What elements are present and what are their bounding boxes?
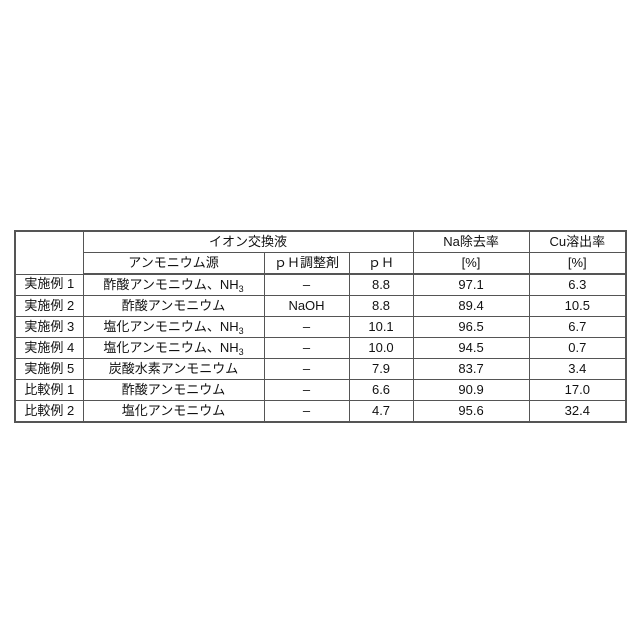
- row-label: 実施例 2: [14, 295, 84, 317]
- cell-ph: 8.8: [348, 295, 414, 317]
- cell-ph-adjuster: NaOH: [263, 295, 350, 317]
- cell-ph: 10.0: [348, 337, 414, 359]
- row-label: 実施例 4: [14, 337, 84, 359]
- cell-ammonium-source: 炭酸水素アンモニウム: [82, 358, 265, 380]
- cell-ph: 4.7: [348, 400, 414, 423]
- cell-na-removal: 89.4: [412, 295, 530, 317]
- ammonium-source-text: 塩化アンモニウム、NH: [103, 339, 239, 355]
- cell-ammonium-source: 塩化アンモニウム、NH3: [82, 316, 265, 338]
- ammonium-source-subscript: 3: [238, 346, 244, 357]
- cell-ph-adjuster: –: [263, 400, 350, 423]
- cell-ph: 8.8: [348, 273, 414, 296]
- ammonium-source-text: 炭酸水素アンモニウム: [108, 360, 239, 376]
- header-subcol-ammonium-source: アンモニウム源: [82, 252, 265, 275]
- row-label: 比較例 1: [14, 379, 84, 401]
- table-header-row-group: イオン交換液 Na除去率 Cu溶出率: [14, 230, 627, 275]
- cell-na-removal: 96.5: [412, 316, 530, 338]
- header-metric-na-removal-unit: [%]: [412, 252, 530, 275]
- cell-ammonium-source: 酢酸アンモニウム: [82, 379, 265, 401]
- row-label: 実施例 3: [14, 316, 84, 338]
- ammonium-source-subscript: 3: [238, 283, 244, 294]
- cell-cu-elution: 3.4: [528, 358, 627, 380]
- header-subcol-ph: ｐＨ: [348, 252, 414, 275]
- cell-na-removal: 83.7: [412, 358, 530, 380]
- table-row: 実施例 2 酢酸アンモニウム NaOH 8.8 89.4 10.5: [14, 295, 627, 317]
- cell-na-removal: 97.1: [412, 273, 530, 296]
- cell-cu-elution: 32.4: [528, 400, 627, 423]
- row-label: 比較例 2: [14, 400, 84, 423]
- row-label: 実施例 1: [14, 273, 84, 296]
- header-metric-na-removal-name: Na除去率: [412, 230, 530, 253]
- header-group-ion-exchange-solution: イオン交換液: [82, 230, 414, 253]
- cell-ammonium-source: 塩化アンモニウム、NH3: [82, 337, 265, 359]
- table-header-row-sub: アンモニウム源 ｐＨ調整剤 ｐＨ [%] [%]: [15, 252, 627, 275]
- table-row: 比較例 1 酢酸アンモニウム – 6.6 90.9 17.0: [14, 379, 627, 401]
- table-row: 実施例 3 塩化アンモニウム、NH3 – 10.1 96.5 6.7: [14, 316, 627, 338]
- cell-ph-adjuster: –: [263, 379, 350, 401]
- ammonium-source-text: 酢酸アンモニウム、NH: [103, 276, 239, 292]
- cell-ph-adjuster: –: [263, 316, 350, 338]
- cell-ph-adjuster: –: [263, 358, 350, 380]
- cell-cu-elution: 10.5: [528, 295, 627, 317]
- results-table: イオン交換液 Na除去率 Cu溶出率 アンモニウム源 ｐＨ調整剤 ｐＨ [%] …: [14, 230, 628, 423]
- header-metric-cu-elution-unit: [%]: [528, 252, 627, 275]
- cell-ammonium-source: 塩化アンモニウム: [82, 400, 265, 423]
- header-corner-cell: [14, 230, 84, 275]
- table-row: 比較例 2 塩化アンモニウム – 4.7 95.6 32.4: [14, 400, 627, 423]
- results-table-container: イオン交換液 Na除去率 Cu溶出率 アンモニウム源 ｐＨ調整剤 ｐＨ [%] …: [14, 230, 628, 423]
- cell-cu-elution: 17.0: [528, 379, 627, 401]
- cell-ammonium-source: 酢酸アンモニウム、NH3: [82, 273, 265, 296]
- cell-ph: 6.6: [348, 379, 414, 401]
- cell-ph-adjuster: –: [263, 273, 350, 296]
- cell-ph: 10.1: [348, 316, 414, 338]
- cell-ph: 7.9: [348, 358, 414, 380]
- ammonium-source-text: 酢酸アンモニウム: [121, 381, 226, 397]
- cell-na-removal: 90.9: [412, 379, 530, 401]
- table-row: 実施例 1 酢酸アンモニウム、NH3 – 8.8 97.1 6.3: [14, 273, 627, 296]
- header-subcol-ph-adjuster: ｐＨ調整剤: [263, 252, 350, 275]
- cell-cu-elution: 0.7: [528, 337, 627, 359]
- table-row: 実施例 5 炭酸水素アンモニウム – 7.9 83.7 3.4: [14, 358, 627, 380]
- ammonium-source-subscript: 3: [238, 325, 244, 336]
- cell-ammonium-source: 酢酸アンモニウム: [82, 295, 265, 317]
- table-row: 実施例 4 塩化アンモニウム、NH3 – 10.0 94.5 0.7: [14, 337, 627, 359]
- cell-na-removal: 95.6: [412, 400, 530, 423]
- row-label: 実施例 5: [14, 358, 84, 380]
- ammonium-source-text: 塩化アンモニウム、NH: [103, 318, 239, 334]
- cell-cu-elution: 6.3: [528, 273, 627, 296]
- table-body: イオン交換液 Na除去率 Cu溶出率 アンモニウム源 ｐＨ調整剤 ｐＨ [%] …: [14, 230, 627, 423]
- ammonium-source-text: 塩化アンモニウム: [121, 402, 226, 418]
- header-metric-cu-elution-name: Cu溶出率: [528, 230, 627, 253]
- ammonium-source-text: 酢酸アンモニウム: [121, 297, 226, 313]
- cell-cu-elution: 6.7: [528, 316, 627, 338]
- cell-ph-adjuster: –: [263, 337, 350, 359]
- cell-na-removal: 94.5: [412, 337, 530, 359]
